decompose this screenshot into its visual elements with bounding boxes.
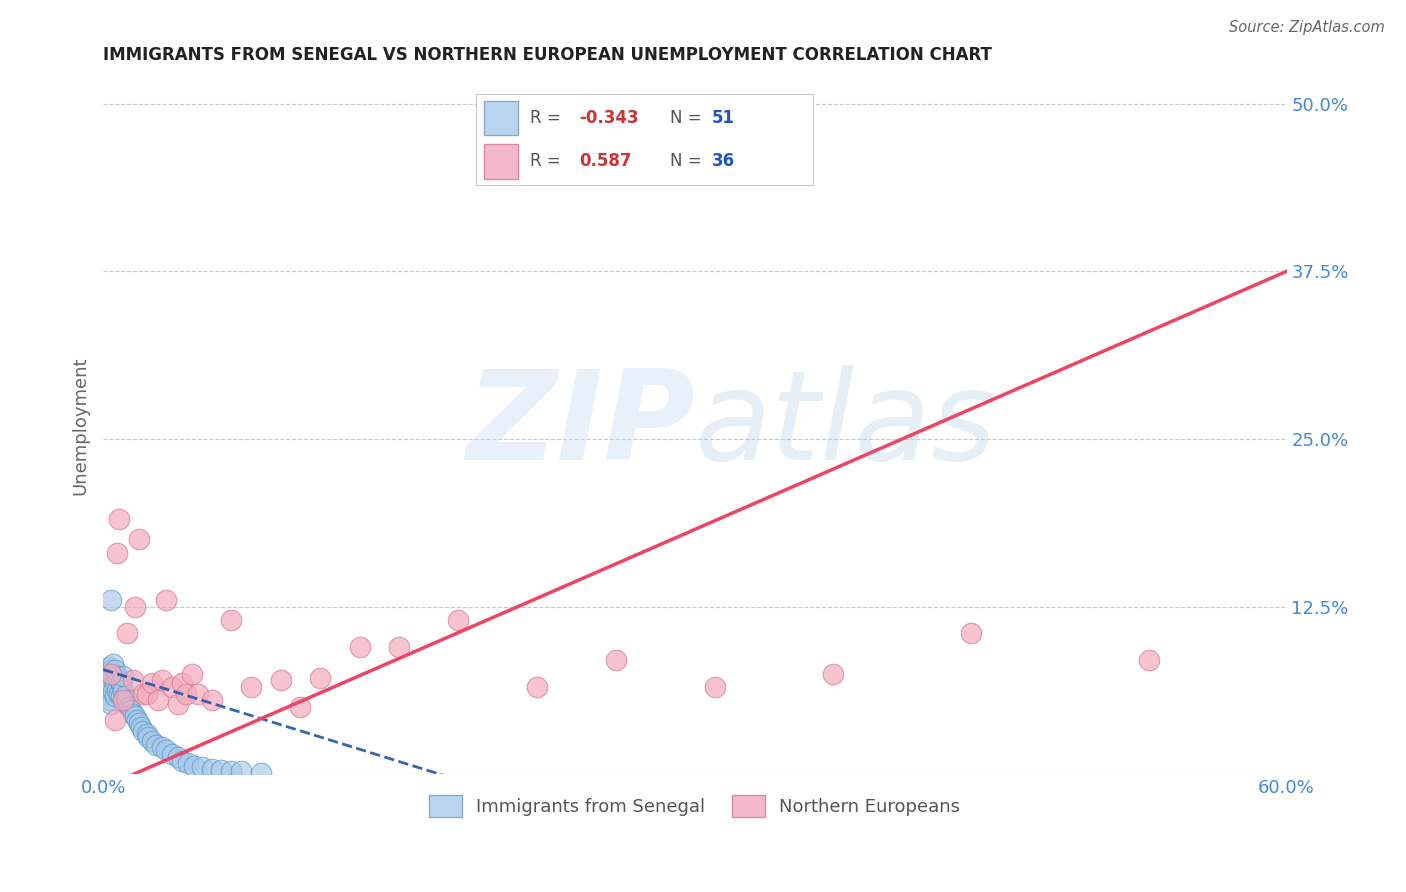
Point [115,693,138,707]
Point [201,693,224,707]
Point [211,763,233,777]
Point [145,738,167,752]
Point [121,673,143,688]
Point [111,669,134,683]
Point [150,673,173,688]
Text: Source: ZipAtlas.com: Source: ZipAtlas.com [1229,20,1385,35]
Point [96,687,118,701]
Point [104,690,127,704]
Point [388,640,411,654]
Point [155,592,177,607]
Point [231,764,253,779]
Point [104,676,127,690]
Point [526,680,548,694]
Text: IMMIGRANTS FROM SENEGAL VS NORTHERN EUROPEAN UNEMPLOYMENT CORRELATION CHART: IMMIGRANTS FROM SENEGAL VS NORTHERN EURO… [103,46,993,64]
Point [183,759,205,773]
Point [270,673,292,688]
Point [131,687,153,701]
Point [111,693,134,707]
Point [170,676,193,690]
Point [128,716,150,731]
Point [98,673,121,688]
Point [180,666,202,681]
Point [150,740,173,755]
Point [167,749,190,764]
Point [105,546,128,560]
Point [120,703,142,717]
Point [131,724,153,739]
Point [821,666,844,681]
Text: ZIP: ZIP [467,365,695,486]
Point [160,680,183,694]
Point [170,754,193,768]
Point [110,676,132,690]
Point [960,626,983,640]
Point [221,764,243,779]
Point [177,756,200,771]
Point [108,512,131,526]
Point [108,673,131,688]
Point [98,660,121,674]
Point [135,687,157,701]
Point [250,765,273,780]
Point [240,680,263,694]
Point [98,693,121,707]
Point [100,676,122,690]
Point [148,693,170,707]
Point [605,653,627,667]
Point [160,747,183,761]
Point [100,663,122,677]
Point [104,663,127,677]
Point [101,657,124,672]
Point [201,762,224,776]
Point [141,733,163,747]
Point [167,698,190,712]
Point [190,760,212,774]
Point [96,666,118,681]
Point [174,687,197,701]
Point [124,709,146,723]
Point [141,676,163,690]
Legend: Immigrants from Senegal, Northern Europeans: Immigrants from Senegal, Northern Europe… [422,788,967,824]
Point [100,592,122,607]
Point [105,669,128,683]
Point [125,714,148,728]
Point [101,684,124,698]
Point [1137,653,1160,667]
Point [118,700,141,714]
Point [114,690,136,704]
Text: atlas: atlas [695,365,997,486]
Point [703,680,725,694]
Point [124,599,146,614]
Point [221,613,243,627]
Point [100,666,122,681]
Point [138,730,160,744]
Point [110,690,132,704]
Point [128,533,150,547]
Point [115,626,138,640]
Point [105,682,128,697]
Point [101,671,124,685]
Point [121,706,143,721]
Point [187,687,209,701]
Point [309,671,332,685]
Point [94,680,117,694]
Point [135,727,157,741]
Point [290,700,312,714]
Point [155,743,177,757]
Point [108,687,131,701]
Point [104,714,127,728]
Point [129,720,152,734]
Y-axis label: Unemployment: Unemployment [72,356,89,495]
Point [100,698,122,712]
Point [349,640,371,654]
Point [447,613,470,627]
Point [111,682,134,697]
